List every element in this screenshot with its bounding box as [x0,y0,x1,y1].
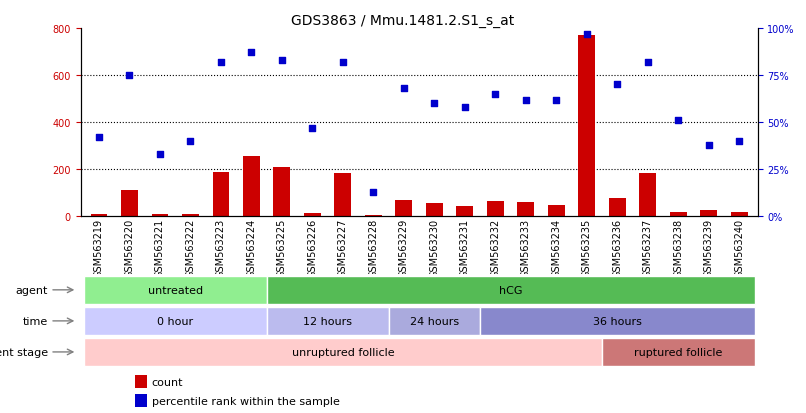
Text: GDS3863 / Mmu.1481.2.S1_s_at: GDS3863 / Mmu.1481.2.S1_s_at [292,14,514,28]
Bar [213,172,229,217]
Point [367,189,380,196]
Text: 24 hours: 24 hours [409,316,459,326]
Point [123,73,136,79]
FancyBboxPatch shape [388,307,480,335]
Text: hCG: hCG [499,285,522,295]
Bar [304,213,321,217]
Bar [639,173,656,217]
Bar [135,394,147,407]
Bar [670,212,687,217]
Text: agent: agent [16,285,48,295]
Point [733,138,746,145]
Bar [700,211,717,217]
Bar [182,214,199,217]
Point [336,59,349,66]
Point [214,59,227,66]
Bar [487,202,504,217]
Bar [243,157,260,217]
Text: 0 hour: 0 hour [157,316,193,326]
Point [489,91,502,98]
Text: untreated: untreated [147,285,202,295]
Point [519,97,532,104]
FancyBboxPatch shape [84,338,602,366]
Point [93,135,106,141]
Point [184,138,197,145]
Point [580,31,593,38]
Bar [90,215,107,217]
Bar [609,198,625,217]
Bar [135,375,147,388]
Text: ruptured follicle: ruptured follicle [634,347,722,357]
Text: time: time [23,316,48,326]
Point [459,104,472,111]
Bar [517,203,534,217]
Bar [365,216,382,217]
Bar [731,213,748,217]
Bar [548,205,565,217]
Point [276,57,289,64]
FancyBboxPatch shape [84,276,267,304]
FancyBboxPatch shape [267,276,754,304]
Bar [152,215,168,217]
Bar [579,36,596,217]
Bar [334,173,351,217]
FancyBboxPatch shape [267,307,388,335]
FancyBboxPatch shape [602,338,754,366]
Text: percentile rank within the sample: percentile rank within the sample [152,396,339,406]
FancyBboxPatch shape [84,307,267,335]
Bar [121,191,138,217]
Point [611,82,624,88]
Point [245,50,258,57]
Point [153,152,166,158]
Bar [456,206,473,217]
Point [702,142,715,149]
Point [642,59,654,66]
Point [397,86,410,93]
Point [550,97,563,104]
Bar [273,168,290,217]
Bar [426,204,442,217]
Text: 12 hours: 12 hours [303,316,352,326]
Point [428,101,441,107]
Text: development stage: development stage [0,347,48,357]
Text: unruptured follicle: unruptured follicle [292,347,394,357]
Bar [396,200,412,217]
Text: count: count [152,377,183,387]
Point [672,118,685,124]
FancyBboxPatch shape [480,307,754,335]
Point [306,125,319,132]
Text: 36 hours: 36 hours [593,316,642,326]
